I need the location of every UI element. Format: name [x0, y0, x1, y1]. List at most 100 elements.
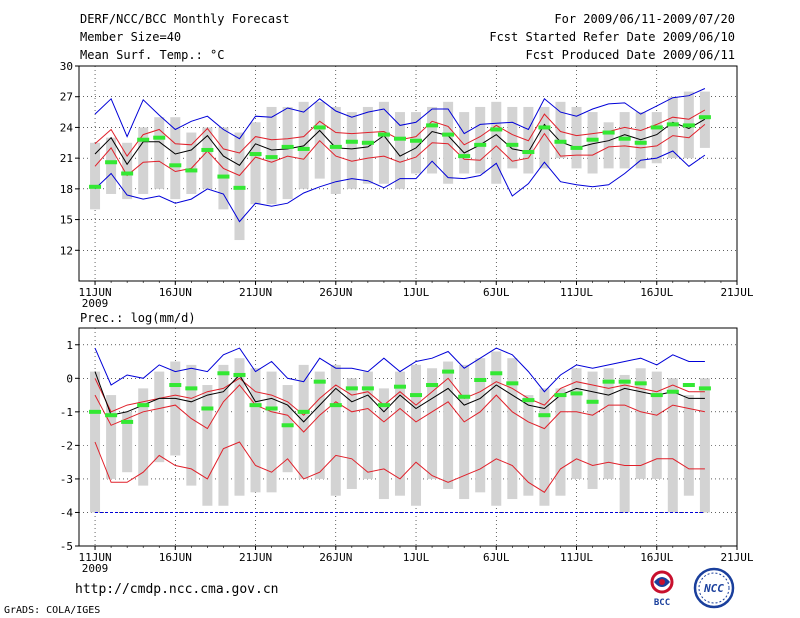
green-marker	[458, 394, 471, 399]
source-url[interactable]: http://cmdp.ncc.cma.gov.cn	[75, 582, 279, 597]
member-size: Member Size=40	[80, 30, 182, 44]
ensemble-range-bar	[523, 395, 534, 496]
ensemble-range-bar	[619, 374, 630, 513]
ensemble-range-bar	[699, 378, 710, 513]
green-marker	[249, 403, 262, 408]
ensemble-range-bar	[266, 371, 277, 493]
green-marker	[474, 377, 487, 382]
green-marker	[297, 146, 310, 151]
x-tick-label: 16JUL	[640, 286, 673, 299]
forecast-started: Fcst Started Refer Date 2009/06/10	[489, 30, 735, 44]
x-tick-year-label: 2009	[82, 297, 109, 310]
green-marker	[281, 423, 294, 428]
green-marker	[169, 163, 182, 168]
ensemble-range-bar	[282, 385, 293, 473]
series-line-mean	[94, 118, 706, 166]
green-marker	[474, 142, 487, 147]
ensemble-range-bar	[106, 395, 117, 479]
y-tick-label: -4	[60, 506, 74, 519]
ncc-logo-text: NCC	[703, 582, 724, 595]
ensemble-range-bar	[587, 371, 598, 489]
ensemble-range-bar	[427, 368, 438, 479]
variable-label: Mean Surf. Temp.: °C	[80, 48, 225, 62]
bcc-logo-text: BCC	[654, 598, 670, 608]
green-marker	[458, 154, 471, 159]
ncc-logo: NCC	[693, 567, 735, 609]
green-marker	[506, 381, 519, 386]
x-tick-label: 16JUL	[640, 551, 673, 564]
green-marker	[377, 132, 390, 137]
green-marker	[217, 174, 230, 179]
series-line-min	[94, 150, 706, 223]
x-tick-label: 26JUN	[319, 286, 352, 299]
green-marker	[169, 383, 182, 388]
x-tick-label: 21JUN	[239, 551, 272, 564]
green-marker	[281, 144, 294, 149]
ensemble-range-bar	[667, 378, 678, 513]
ensemble-range-bar	[378, 101, 389, 184]
x-tick-label: 1JUL	[403, 551, 430, 564]
green-marker	[329, 144, 342, 149]
ensemble-range-bar	[202, 127, 213, 189]
ensemble-range-bar	[459, 112, 470, 174]
x-tick-label: 26JUN	[319, 551, 352, 564]
x-tick-label: 16JUN	[159, 551, 192, 564]
ncc-logo-ring	[693, 567, 735, 609]
ensemble-range-bar	[491, 351, 502, 506]
green-marker	[410, 393, 423, 398]
ensemble-range-bar	[571, 106, 582, 169]
ensemble-range-bar	[651, 371, 662, 479]
x-tick-label: 11JUL	[560, 551, 593, 564]
green-marker	[377, 403, 390, 408]
ensemble-range-bar	[106, 137, 117, 194]
ensemble-range-bar	[507, 106, 518, 169]
ensemble-range-bar	[202, 385, 213, 506]
green-marker	[538, 413, 551, 418]
series-line-lower	[94, 384, 706, 433]
ensemble-range-bar	[138, 388, 149, 486]
y-tick-label: 30	[60, 60, 73, 73]
green-marker	[361, 140, 374, 145]
y-tick-label: 1	[66, 339, 73, 352]
green-marker	[490, 371, 503, 376]
green-marker	[89, 184, 102, 189]
green-marker	[361, 386, 374, 391]
green-marker	[602, 130, 615, 135]
ensemble-range-bar	[411, 112, 422, 174]
chart-title: DERF/NCC/BCC Monthly Forecast	[80, 12, 290, 26]
ensemble-range-bar	[250, 368, 261, 493]
green-marker	[345, 139, 358, 144]
green-marker	[570, 145, 583, 150]
green-marker	[105, 413, 118, 418]
green-marker	[329, 403, 342, 408]
precip-variable-label: Prec.: log(mm/d)	[80, 311, 196, 325]
ensemble-range-bar	[346, 378, 357, 489]
y-tick-label: 0	[66, 372, 73, 385]
ensemble-range-bar	[475, 358, 486, 493]
green-marker	[249, 152, 262, 157]
green-marker	[89, 409, 102, 414]
green-marker	[554, 139, 567, 144]
green-marker	[522, 398, 535, 403]
grads-credit: GrADS: COLA/IGES	[4, 605, 101, 616]
y-tick-label: -3	[60, 473, 73, 486]
green-marker	[121, 419, 134, 424]
ensemble-range-bar	[362, 371, 373, 479]
green-marker	[137, 137, 150, 142]
y-tick-label: -1	[60, 406, 73, 419]
ensemble-range-bar	[330, 106, 341, 194]
ensemble-range-bar	[186, 132, 197, 194]
x-tick-label: 1JUL	[403, 286, 430, 299]
green-marker	[410, 138, 423, 143]
green-marker	[313, 379, 326, 384]
x-tick-label: 21JUN	[239, 286, 272, 299]
green-marker	[698, 115, 711, 120]
ensemble-range-bar	[378, 388, 389, 500]
green-marker	[538, 125, 551, 130]
ensemble-range-bar	[154, 371, 165, 463]
green-marker	[650, 393, 663, 398]
green-marker	[698, 386, 711, 391]
ensemble-range-bar	[475, 106, 486, 174]
y-tick-label: 15	[60, 214, 73, 227]
x-tick-label: 6JUL	[483, 286, 510, 299]
